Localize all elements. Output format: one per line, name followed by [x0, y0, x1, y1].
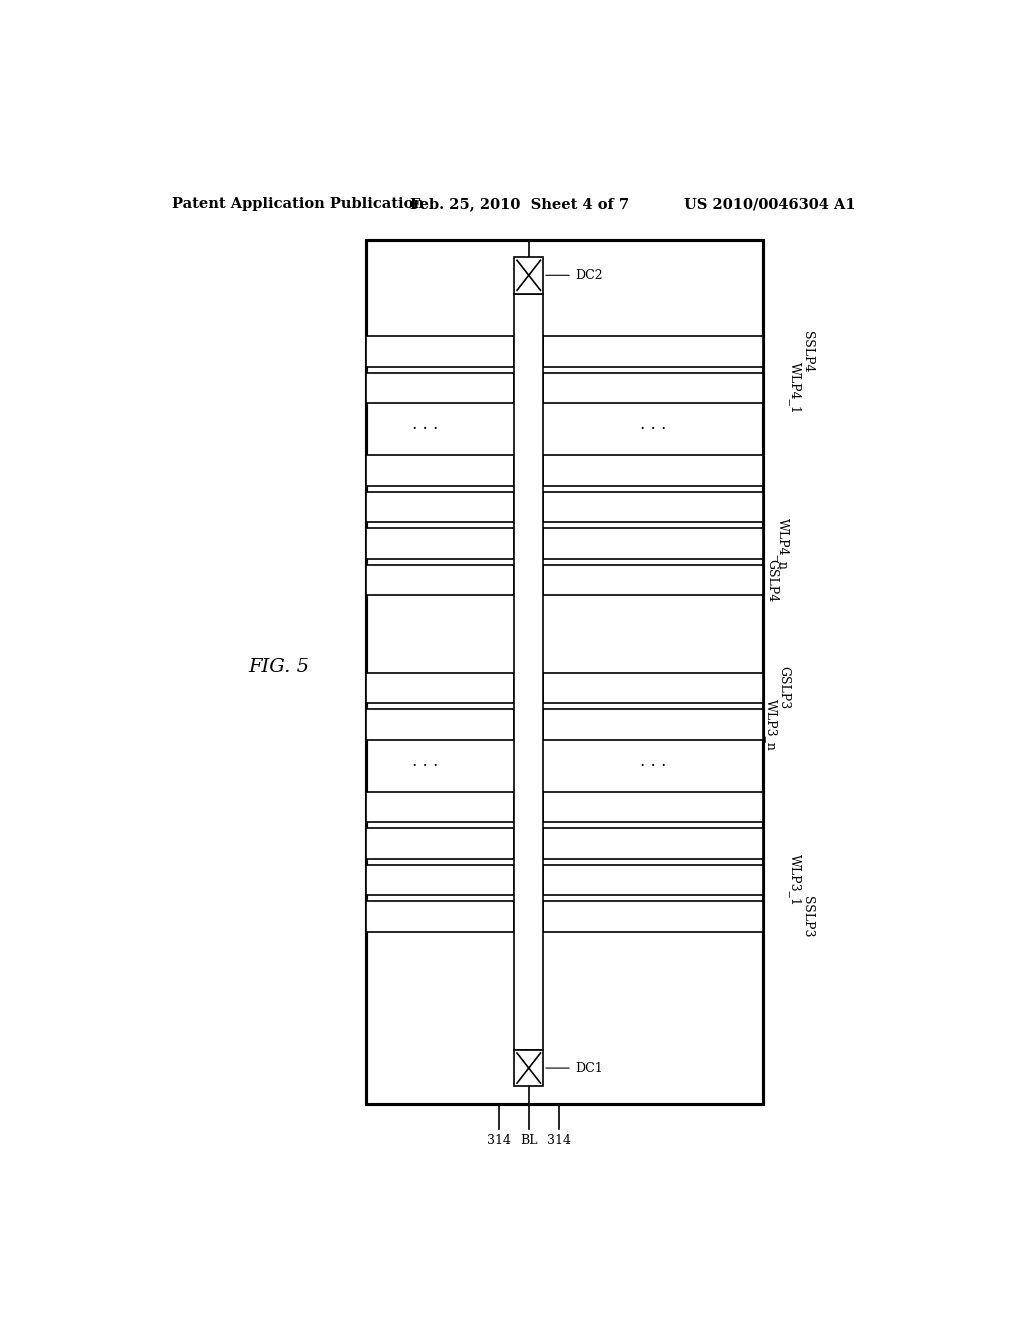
Text: . . .: . . .	[640, 752, 666, 770]
Bar	[367, 792, 514, 822]
Text: 314: 314	[547, 1134, 571, 1147]
Bar	[367, 709, 514, 739]
Text: WLP4_1: WLP4_1	[790, 362, 802, 414]
Text: Patent Application Publication: Patent Application Publication	[172, 197, 424, 211]
Bar	[543, 673, 763, 704]
Bar	[543, 455, 763, 486]
Bar	[514, 293, 543, 1049]
Bar	[367, 372, 514, 404]
Bar	[543, 337, 763, 367]
Text: SSLP3: SSLP3	[801, 896, 814, 937]
Text: . . .: . . .	[413, 416, 438, 433]
Bar	[543, 709, 763, 739]
Text: WLP3_1: WLP3_1	[790, 854, 802, 906]
Text: GSLP3: GSLP3	[777, 667, 791, 710]
Bar	[367, 673, 514, 704]
Bar	[367, 565, 514, 595]
Text: FIG. 5: FIG. 5	[248, 657, 309, 676]
Bar	[367, 455, 514, 486]
Bar	[543, 528, 763, 558]
Text: BL: BL	[520, 1134, 538, 1147]
Text: Feb. 25, 2010  Sheet 4 of 7: Feb. 25, 2010 Sheet 4 of 7	[410, 197, 629, 211]
Text: WLP3_n: WLP3_n	[765, 698, 778, 751]
Bar	[367, 828, 514, 859]
Text: . . .: . . .	[413, 752, 438, 770]
Bar	[543, 902, 763, 932]
Text: US 2010/0046304 A1: US 2010/0046304 A1	[684, 197, 855, 211]
Text: WLP4_n: WLP4_n	[777, 517, 791, 569]
Bar	[543, 565, 763, 595]
Bar	[543, 792, 763, 822]
Bar	[367, 528, 514, 558]
Bar	[514, 1049, 543, 1086]
Text: 314: 314	[486, 1134, 511, 1147]
Bar	[543, 492, 763, 523]
Bar	[367, 865, 514, 895]
Text: . . .: . . .	[640, 416, 666, 433]
Text: DC1: DC1	[546, 1061, 602, 1074]
Text: GSLP4: GSLP4	[765, 558, 778, 602]
Bar	[514, 257, 543, 293]
Bar	[543, 372, 763, 404]
Bar	[543, 865, 763, 895]
Bar	[367, 240, 763, 1104]
Bar	[367, 337, 514, 367]
Bar	[367, 902, 514, 932]
Bar	[367, 492, 514, 523]
Bar	[543, 828, 763, 859]
Text: DC2: DC2	[546, 269, 602, 281]
Text: SSLP4: SSLP4	[801, 331, 814, 372]
